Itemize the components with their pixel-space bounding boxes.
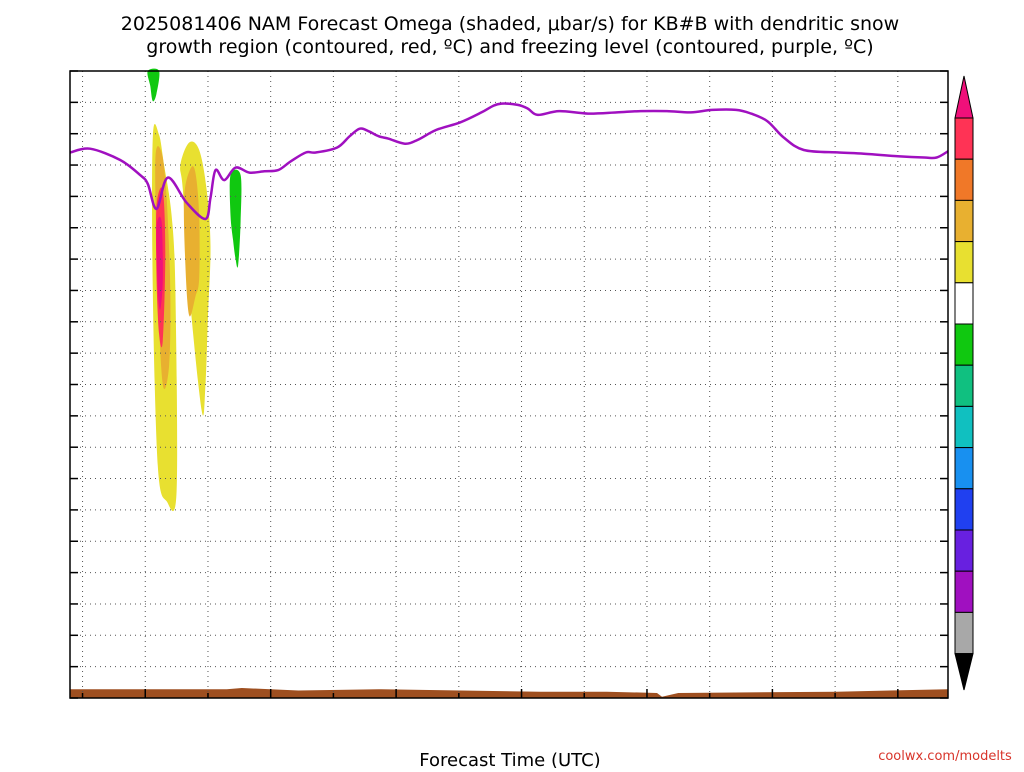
colorbar — [954, 75, 974, 691]
watermark-text: coolwx.com/modelts — [878, 749, 1012, 764]
colorbar-swatch — [954, 323, 974, 366]
omega-shade-region-6 — [147, 68, 160, 102]
x-axis-title: Forecast Time (UTC) — [419, 750, 600, 768]
x-axis — [81, 689, 899, 698]
surface-terrain-fill — [70, 688, 948, 698]
colorbar-swatch — [954, 405, 974, 449]
omega-shading-layer — [147, 68, 242, 512]
colorbar-swatch — [954, 529, 974, 572]
colorbar-bottom-arrow — [954, 653, 974, 691]
colorbar-swatch — [954, 611, 974, 655]
colorbar-swatch — [954, 447, 974, 490]
freezing-level-layer — [69, 102, 949, 221]
freezing-level-line — [69, 102, 949, 221]
y-axis — [70, 70, 948, 699]
chart-title-line-1: 2025081406 NAM Forecast Omega (shaded, μ… — [121, 13, 899, 35]
surface-terrain-layer — [70, 688, 948, 698]
colorbar-top-arrow — [954, 75, 974, 119]
colorbar-swatch — [954, 158, 974, 201]
omega-shade-region-5 — [156, 216, 163, 310]
chart-title-line-2: growth region (contoured, red, ºC) and f… — [146, 36, 873, 58]
colorbar-swatch — [954, 488, 974, 531]
colorbar-swatch — [954, 282, 974, 325]
omega-shade-region-7 — [229, 169, 242, 268]
colorbar-swatch — [954, 241, 974, 284]
colorbar-swatch — [954, 199, 974, 243]
colorbar-swatch — [954, 364, 974, 407]
colorbar-swatch — [954, 570, 974, 613]
colorbar-swatch — [954, 117, 974, 160]
